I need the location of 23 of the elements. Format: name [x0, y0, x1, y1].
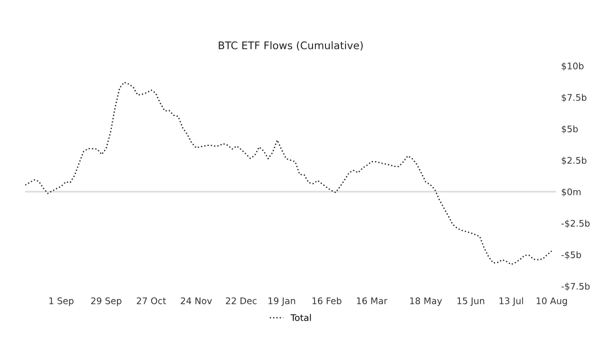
y-tick-label: $5b [562, 125, 578, 134]
x-tick-label: 27 Oct [136, 297, 166, 304]
y-tick-label: -$5b [562, 251, 582, 260]
chart-title: BTC ETF Flows (Cumulative) [218, 41, 363, 51]
x-tick-label: 18 May [410, 297, 442, 306]
x-tick-label: 24 Nov [180, 297, 212, 304]
x-tick-label: 19 Jan [268, 297, 296, 306]
x-tick-label: 16 Mar [356, 297, 388, 304]
y-tick-label: $0m [562, 188, 581, 196]
line-series [25, 82, 552, 266]
x-tick-label: 22 Dec [226, 297, 257, 304]
x-tick-label: 29 Sep [91, 297, 122, 306]
y-tick-label: $7.5b [562, 94, 586, 102]
x-tick-label: 13 Jul [500, 297, 523, 306]
y-tick-label: $2.5b [562, 156, 586, 165]
x-tick-label: 15 Jun [457, 297, 484, 306]
y-tick-label: $10b [562, 62, 584, 71]
y-tick-label: -$7.5b [562, 282, 590, 291]
y-tick-label: -$2.5b [562, 220, 590, 228]
legend-label: Total [290, 314, 311, 322]
x-tick-label: 10 Aug [536, 297, 567, 306]
x-tick-label: 1 Sep [49, 297, 74, 306]
x-tick-label: 16 Feb [312, 297, 342, 304]
